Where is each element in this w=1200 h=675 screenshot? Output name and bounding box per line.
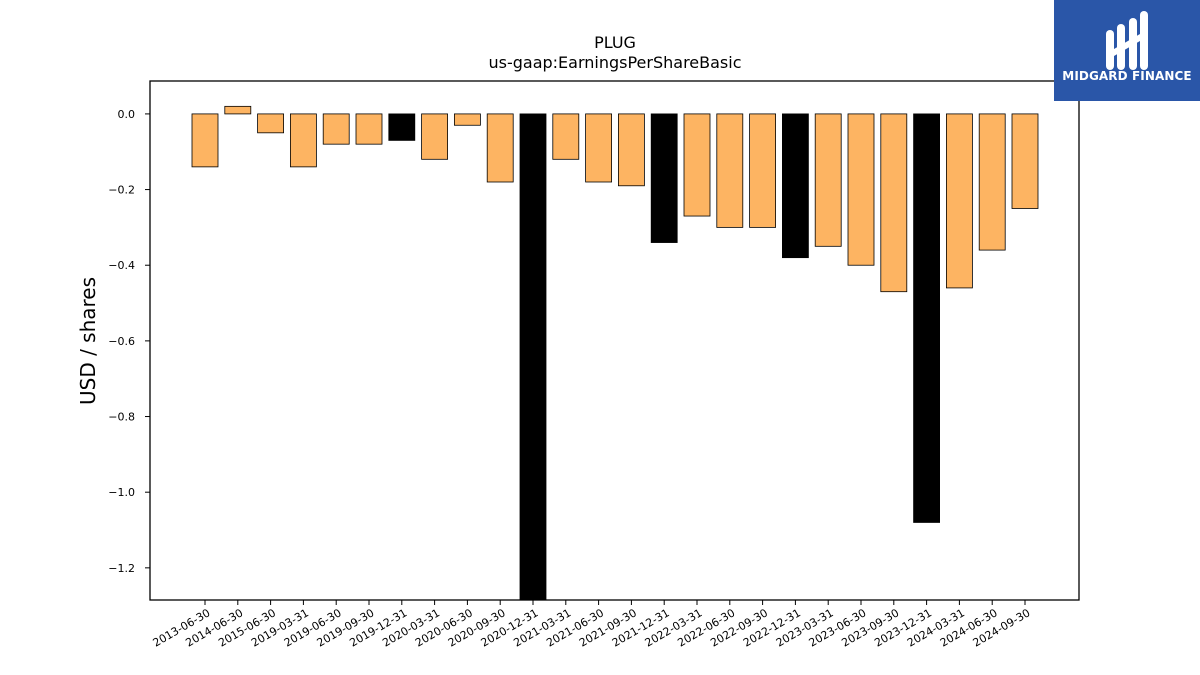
y-tick-label: −0.2: [108, 184, 135, 197]
bar-2019-06-30: [322, 113, 350, 145]
y-axis: 0.0 −0.2 −0.4 −0.6 −0.8 −1.0 −1.2: [108, 108, 150, 575]
bars-group: [191, 105, 1039, 601]
bar-2021-03-31: [552, 113, 580, 160]
bar-2022-03-31: [683, 113, 711, 217]
y-tick-label: 0.0: [118, 108, 136, 121]
bar-2014-06-30: [224, 105, 252, 115]
y-tick-label: −0.4: [108, 259, 135, 272]
bar-2013-06-30: [191, 113, 219, 168]
bar-2019-12-31: [388, 113, 416, 141]
bar-2024-09-30: [1011, 113, 1039, 209]
bar-2021-12-31: [650, 113, 678, 243]
bar-2020-12-31: [519, 113, 547, 601]
bar-2023-09-30: [880, 113, 908, 293]
bar-2020-09-30: [486, 113, 514, 183]
bar-2021-06-30: [585, 113, 612, 183]
bar-2023-12-31: [913, 113, 940, 523]
plot-frame: [149, 80, 1080, 601]
bar-2015-06-30: [257, 113, 285, 134]
midgard-finance-logo: MIDGARD FINANCE: [1054, 0, 1200, 101]
bar-2022-09-30: [749, 113, 776, 228]
y-tick-label: −1.0: [108, 486, 135, 499]
bar-2024-03-31: [946, 113, 973, 289]
bar-2021-09-30: [618, 113, 645, 187]
logo-icon: [1106, 11, 1148, 70]
chart-subtitle: us-gaap:EarningsPerShareBasic: [488, 53, 741, 72]
y-tick-label: −0.6: [108, 335, 135, 348]
bar-2020-06-30: [453, 113, 481, 126]
chart-title: PLUG: [594, 33, 636, 52]
bar-2023-06-30: [847, 113, 875, 266]
y-axis-label: USD / shares: [76, 277, 100, 405]
bar-2020-03-31: [421, 113, 449, 160]
y-tick-label: −1.2: [108, 562, 135, 575]
bar-2019-09-30: [355, 113, 383, 145]
bar-2019-03-31: [289, 113, 317, 168]
x-axis: 2013-06-302014-06-302015-06-302019-03-31…: [151, 600, 1033, 650]
bar-2023-03-31: [814, 113, 842, 247]
bar-2022-12-31: [782, 113, 809, 259]
logo-text: MIDGARD FINANCE: [1062, 69, 1192, 83]
y-tick-label: −0.8: [108, 411, 135, 424]
bar-2024-06-30: [978, 113, 1006, 251]
bar-2022-06-30: [716, 113, 744, 228]
